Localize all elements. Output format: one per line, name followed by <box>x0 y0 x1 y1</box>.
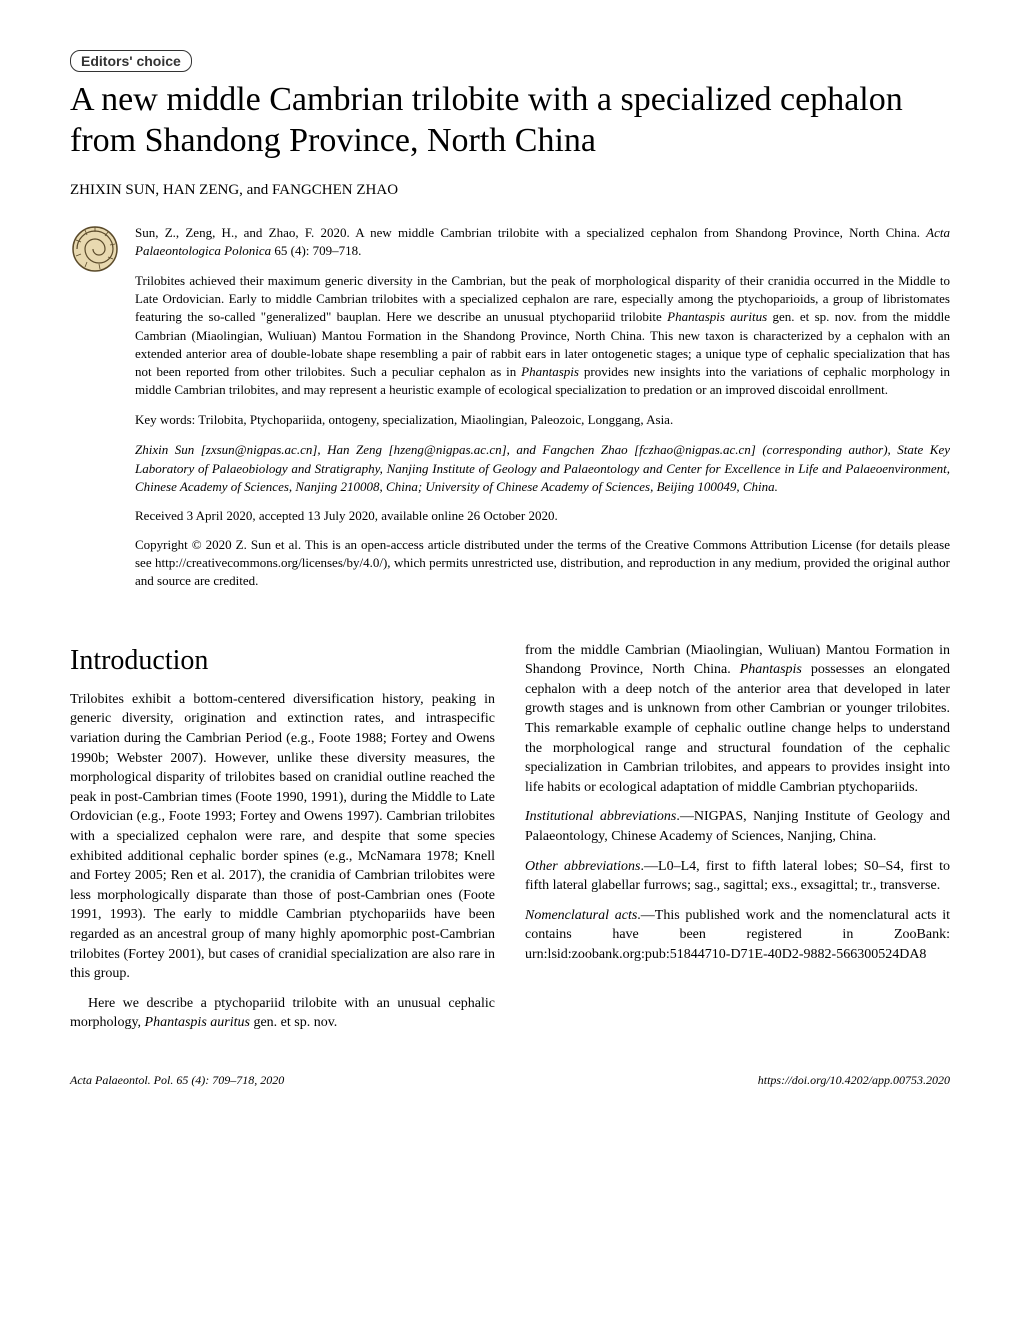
col2-p1-taxon: Phantaspis <box>740 662 802 677</box>
authors-line: ZHIXIN SUN, HAN ZENG, and FANGCHEN ZHAO <box>70 182 950 199</box>
intro-paragraph-2: Here we describe a ptychopariid trilobit… <box>70 994 495 1033</box>
abstract-taxon2: Phantaspis <box>521 364 579 379</box>
col2-paragraph-1: from the middle Cambrian (Miaolingian, W… <box>525 641 950 798</box>
citation-volume: 65 (4): 709–718. <box>271 243 361 258</box>
keywords-text: Trilobita, Ptychopariida, ontogeny, spec… <box>195 412 673 427</box>
citation-text: Sun, Z., Zeng, H., and Zhao, F. 2020. A … <box>135 224 950 260</box>
publication-dates: Received 3 April 2020, accepted 13 July … <box>135 508 950 524</box>
two-column-layout: Introduction Trilobites exhibit a bottom… <box>70 641 950 1043</box>
abstract-taxon1: Phantaspis auritus <box>667 309 767 324</box>
nomenclatural-acts: Nomenclatural acts.—This published work … <box>525 906 950 965</box>
page-footer: Acta Palaeontol. Pol. 65 (4): 709–718, 2… <box>70 1073 950 1088</box>
left-column: Introduction Trilobites exhibit a bottom… <box>70 641 495 1043</box>
article-title: A new middle Cambrian trilobite with a s… <box>70 80 950 162</box>
citation-main: Sun, Z., Zeng, H., and Zhao, F. 2020. A … <box>135 225 926 240</box>
abstract-block: Sun, Z., Zeng, H., and Zhao, F. 2020. A … <box>70 224 950 621</box>
editors-choice-badge: Editors' choice <box>70 50 192 72</box>
intro-p2-taxon: Phantaspis auritus <box>145 1015 250 1030</box>
keywords-line: Key words: Trilobita, Ptychopariida, ont… <box>135 411 950 429</box>
keywords-label: Key words: <box>135 412 195 427</box>
footer-right: https://doi.org/10.4202/app.00753.2020 <box>758 1073 950 1088</box>
copyright-text: Copyright © 2020 Z. Sun et al. This is a… <box>135 536 950 591</box>
col2-p1-b: possesses an elongated cephalon with a d… <box>525 662 950 795</box>
institutional-abbreviations: Institutional abbreviations.—NIGPAS, Nan… <box>525 807 950 846</box>
author-affiliations: Zhixin Sun [zxsun@nigpas.ac.cn], Han Zen… <box>135 441 950 496</box>
other-abbrev-label: Other abbreviations <box>525 859 641 874</box>
footer-left: Acta Palaeontol. Pol. 65 (4): 709–718, 2… <box>70 1073 284 1088</box>
ammonite-icon <box>70 224 120 274</box>
abstract-text-container: Sun, Z., Zeng, H., and Zhao, F. 2020. A … <box>135 224 950 621</box>
nomen-label: Nomenclatural acts <box>525 908 637 923</box>
introduction-heading: Introduction <box>70 641 495 680</box>
inst-abbrev-label: Institutional abbreviations <box>525 809 676 824</box>
right-column: from the middle Cambrian (Miaolingian, W… <box>525 641 950 1043</box>
abstract-body: Trilobites achieved their maximum generi… <box>135 272 950 399</box>
intro-paragraph-1: Trilobites exhibit a bottom-centered div… <box>70 690 495 984</box>
intro-p2-b: gen. et sp. nov. <box>250 1015 337 1030</box>
other-abbreviations: Other abbreviations.—L0–L4, first to fif… <box>525 857 950 896</box>
